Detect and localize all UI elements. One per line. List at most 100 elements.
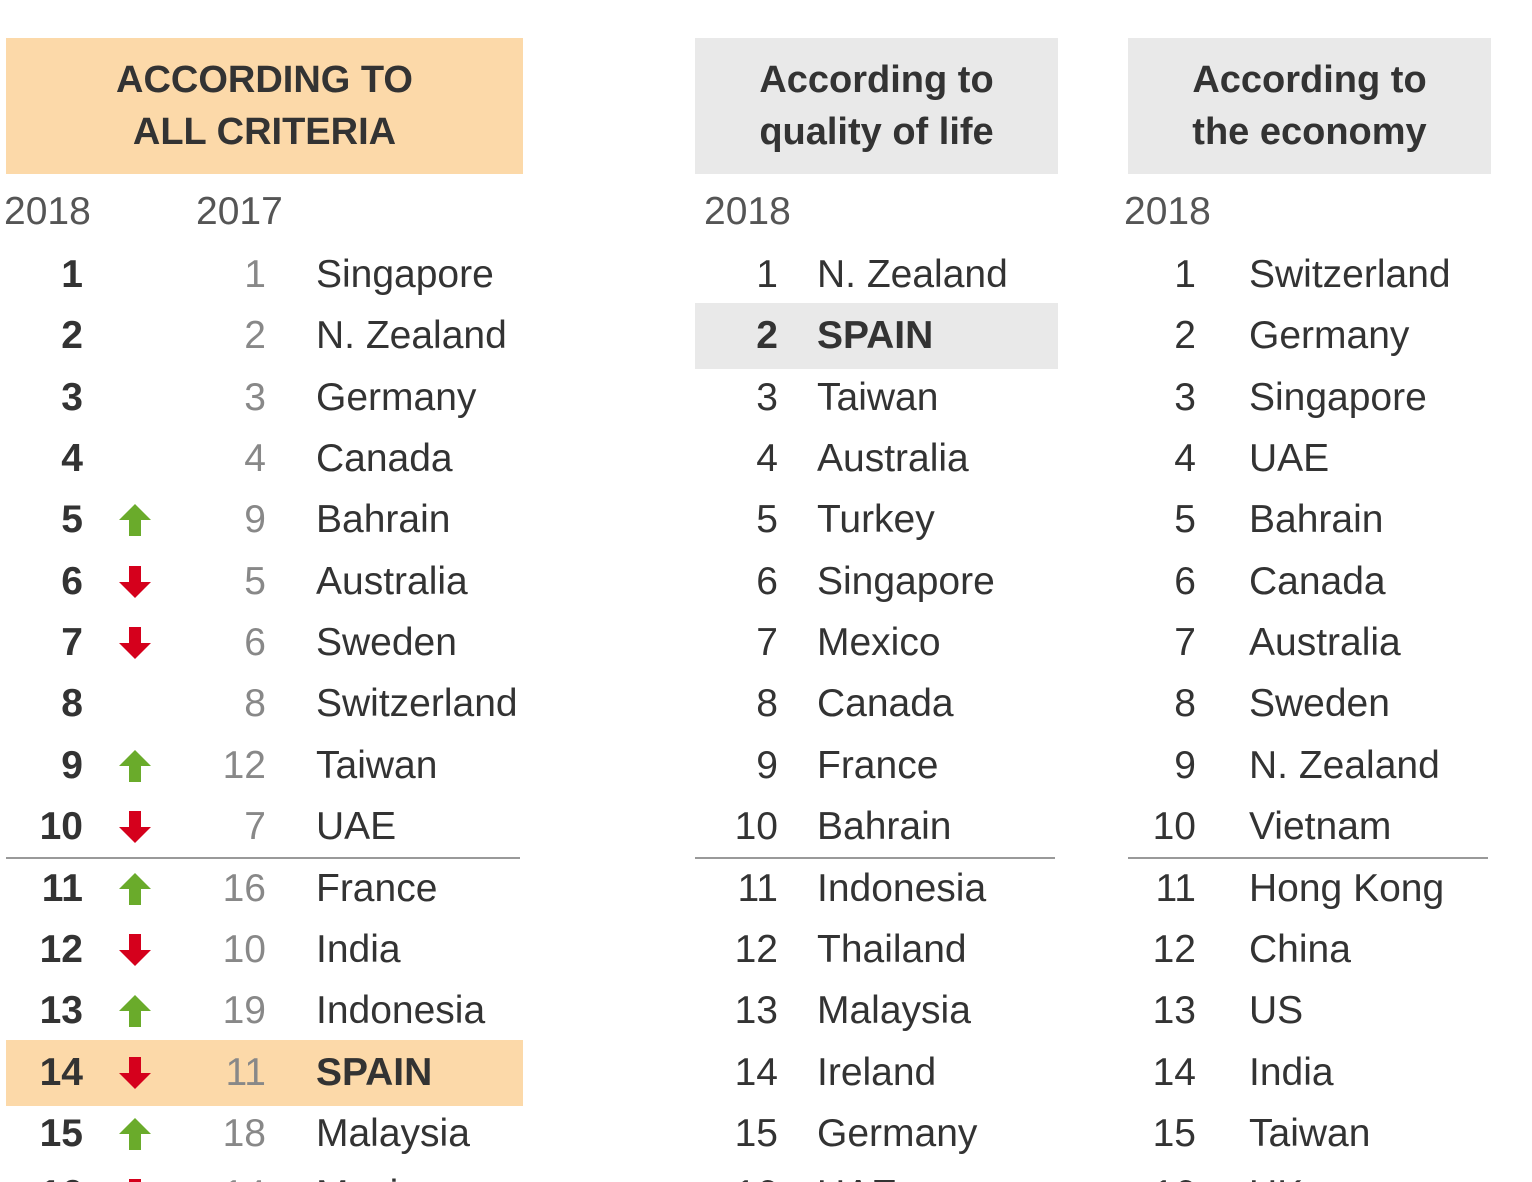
- previous-rank: 1: [244, 253, 266, 296]
- country: Thailand: [817, 927, 967, 971]
- country: China: [1249, 927, 1351, 971]
- rank: 11: [1155, 866, 1197, 910]
- arrow-down: [129, 1179, 141, 1182]
- previous-rank: 19: [222, 989, 266, 1033]
- country: Singapore: [817, 559, 995, 603]
- header-line: quality of life: [759, 111, 994, 153]
- arrow-down: [119, 627, 151, 660]
- previous-rank: 4: [244, 437, 266, 481]
- rank: 1: [1174, 253, 1196, 296]
- header-line: ALL CRITERIA: [132, 111, 397, 153]
- country: Mexico: [817, 621, 941, 665]
- country: Indonesia: [316, 989, 486, 1033]
- previous-rank: 7: [244, 805, 266, 849]
- previous-rank: 18: [222, 1111, 266, 1155]
- header-line: According to: [1192, 59, 1427, 101]
- rank: 1: [756, 253, 778, 296]
- arrow-up: [119, 1117, 151, 1150]
- rank: 3: [756, 375, 778, 419]
- rank: 13: [734, 989, 778, 1033]
- country: Australia: [1249, 621, 1401, 665]
- country: UAE: [1249, 437, 1330, 481]
- country: Germany: [1249, 314, 1410, 358]
- rank: 9: [756, 743, 778, 787]
- rank: 7: [1174, 621, 1196, 665]
- country: Germany: [316, 375, 477, 419]
- rank: 14: [1152, 1050, 1196, 1094]
- trend-arrow: [117, 1055, 153, 1091]
- rank: 2: [1174, 314, 1196, 358]
- rank: 11: [41, 866, 83, 910]
- rank: 15: [39, 1111, 83, 1155]
- rank: 13: [1152, 989, 1196, 1033]
- rank: 3: [61, 375, 83, 419]
- country: Germany: [817, 1111, 978, 1155]
- previous-rank: 14: [146, 1165, 266, 1182]
- rank: 16: [0, 1165, 83, 1182]
- country: N. Zealand: [316, 314, 507, 358]
- divider: [1128, 856, 1488, 859]
- arrow-up: [119, 995, 151, 1028]
- country: Taiwan: [817, 375, 939, 419]
- previous-rank: 3: [244, 375, 266, 419]
- rank: 9: [1174, 743, 1196, 787]
- rank: 8: [756, 682, 778, 726]
- rank: 4: [756, 437, 778, 481]
- rank: 10: [39, 805, 83, 849]
- rank: 5: [1174, 498, 1196, 542]
- rank: 9: [61, 743, 83, 787]
- country: Malaysia: [316, 1111, 470, 1155]
- rank: 11: [737, 866, 779, 910]
- arrow-up: [119, 504, 151, 537]
- country: SPAIN: [817, 314, 934, 358]
- country: Bahrain: [1249, 498, 1384, 542]
- country: Sweden: [316, 621, 457, 665]
- country: Australia: [316, 559, 468, 603]
- arrow-down: [119, 811, 151, 844]
- country: Singapore: [1249, 375, 1427, 419]
- rank: 6: [756, 559, 778, 603]
- panel-header: According to the economy: [1128, 38, 1491, 174]
- rank: 8: [61, 682, 83, 726]
- country: India: [316, 927, 401, 971]
- row-highlight: [6, 1039, 523, 1106]
- rank: 6: [61, 559, 83, 603]
- rank: 6: [1174, 559, 1196, 603]
- header-line: ACCORDING TO: [116, 59, 413, 101]
- rank: 2: [61, 314, 83, 358]
- country: France: [316, 866, 438, 910]
- previous-rank: 2: [244, 314, 266, 358]
- year-label: 2018: [1124, 190, 1211, 233]
- arrow-up: [119, 749, 151, 782]
- row-highlight: [695, 303, 1058, 370]
- rank: 2: [756, 314, 778, 358]
- rank: 3: [1174, 375, 1196, 419]
- year-label: 2017: [196, 190, 283, 233]
- header-line: According to: [759, 59, 994, 101]
- country: Canada: [1249, 559, 1386, 603]
- previous-rank: 6: [244, 621, 266, 665]
- year-label: 2018: [4, 190, 91, 233]
- arrow-down: [119, 933, 151, 966]
- arrow-up: [119, 872, 151, 905]
- rank: 8: [1174, 682, 1196, 726]
- rank: 13: [39, 989, 83, 1033]
- trend-arrow: [117, 993, 153, 1029]
- rank: 5: [61, 498, 83, 542]
- country: India: [1249, 1050, 1334, 1094]
- rank: 14: [734, 1050, 778, 1094]
- previous-rank: 5: [244, 559, 266, 603]
- rank: 10: [734, 805, 778, 849]
- arrow-down: [119, 1056, 151, 1089]
- country: N. Zealand: [817, 253, 1008, 296]
- country: Indonesia: [817, 866, 987, 910]
- country: Canada: [817, 682, 954, 726]
- rank: 7: [61, 621, 83, 665]
- previous-rank: 16: [222, 866, 266, 910]
- country: Turkey: [817, 498, 935, 542]
- country: Malaysia: [817, 989, 971, 1033]
- rank: 7: [756, 621, 778, 665]
- divider: [6, 856, 520, 859]
- country: US: [1249, 989, 1304, 1033]
